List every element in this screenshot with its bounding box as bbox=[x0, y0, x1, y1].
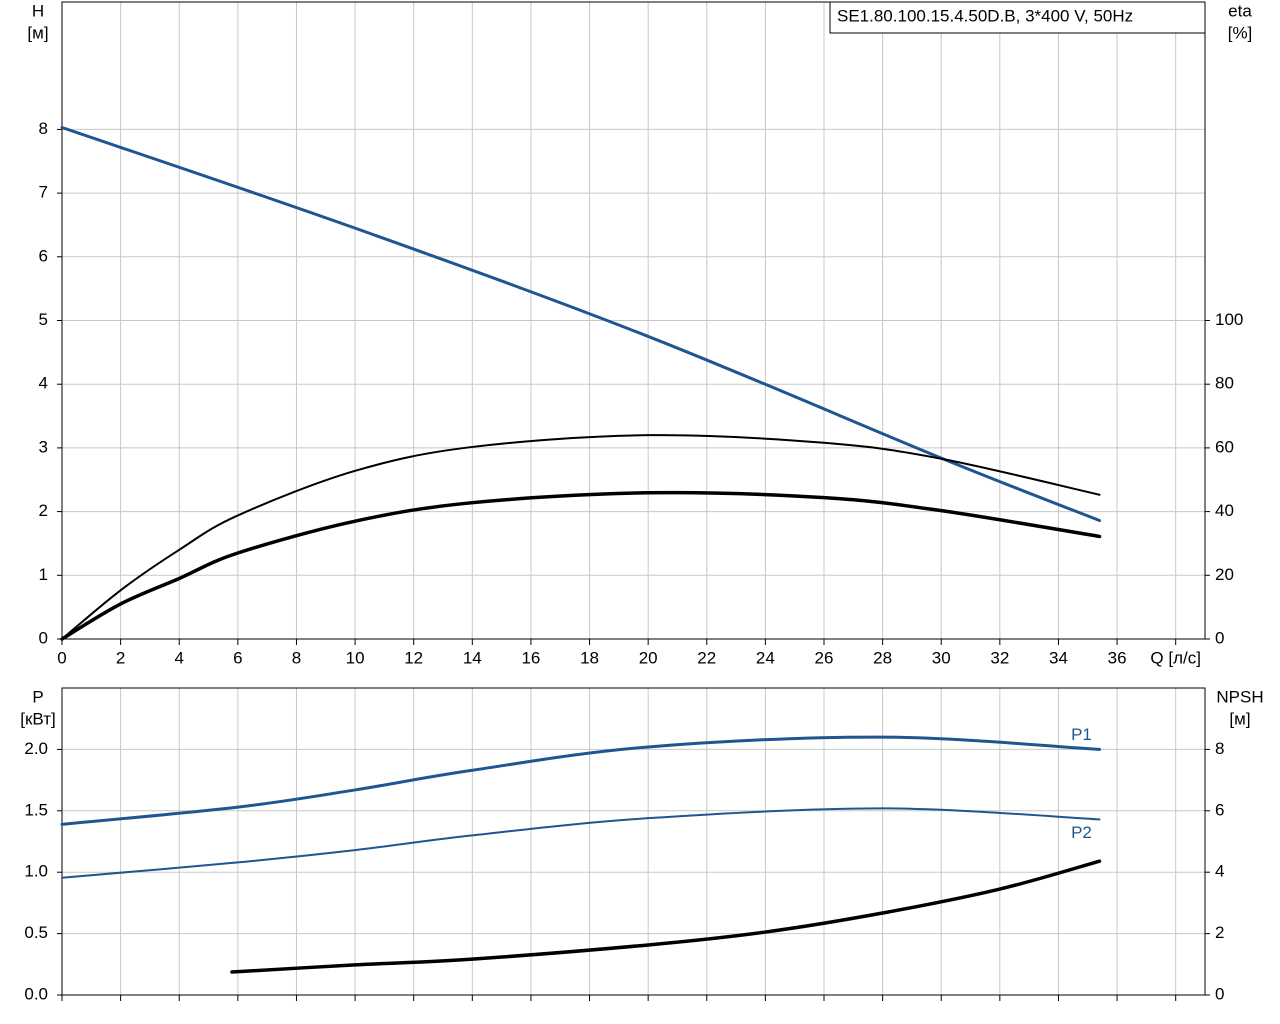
x-tick-label: 26 bbox=[815, 648, 834, 667]
x-tick-label: 18 bbox=[580, 648, 599, 667]
x-tick-label: Q [л/с] bbox=[1150, 648, 1201, 667]
y-tick-label: 1.5 bbox=[24, 800, 48, 819]
x-tick-label: 2 bbox=[116, 648, 125, 667]
curve-label: P2 bbox=[1071, 823, 1092, 842]
curve bbox=[60, 735, 1101, 826]
x-tick-label: 10 bbox=[346, 648, 365, 667]
y2-tick-label: 40 bbox=[1215, 501, 1234, 520]
x-tick-label: 22 bbox=[697, 648, 716, 667]
y2-tick-label: 60 bbox=[1215, 437, 1234, 456]
y-tick-label: 2.0 bbox=[24, 739, 48, 758]
y-axis-label: H bbox=[32, 1, 44, 20]
y-tick-label: 8 bbox=[39, 119, 48, 138]
y2-tick-label: 0 bbox=[1215, 628, 1224, 647]
y-tick-label: 0 bbox=[39, 628, 48, 647]
y2-tick-label: 0 bbox=[1215, 984, 1224, 1003]
chart-title: SE1.80.100.15.4.50D.B, 3*400 V, 50Hz bbox=[837, 6, 1133, 25]
curve-label: P1 bbox=[1071, 725, 1092, 744]
y2-tick-label: 4 bbox=[1215, 862, 1224, 881]
x-tick-label: 14 bbox=[463, 648, 482, 667]
x-tick-label: 36 bbox=[1108, 648, 1127, 667]
y-tick-label: 4 bbox=[39, 374, 48, 393]
x-tick-label: 20 bbox=[639, 648, 658, 667]
y-tick-label: 6 bbox=[39, 246, 48, 265]
curve bbox=[61, 807, 1101, 879]
y2-tick-label: 2 bbox=[1215, 923, 1224, 942]
plot-frame bbox=[61, 1, 1206, 640]
y-axis-label: P bbox=[32, 687, 43, 706]
y2-tick-label: 100 bbox=[1215, 310, 1243, 329]
y2-axis-label: eta bbox=[1228, 1, 1252, 20]
curve bbox=[61, 434, 1101, 640]
y-tick-label: 0.0 bbox=[24, 984, 48, 1003]
y-tick-label: 1.0 bbox=[24, 862, 48, 881]
y2-tick-label: 8 bbox=[1215, 739, 1224, 758]
y2-tick-label: 20 bbox=[1215, 565, 1234, 584]
y-tick-label: 7 bbox=[39, 183, 48, 202]
title-box bbox=[829, 1, 1206, 34]
x-tick-label: 6 bbox=[233, 648, 242, 667]
x-tick-label: 0 bbox=[57, 648, 66, 667]
y2-axis-unit: [%] bbox=[1228, 23, 1253, 42]
x-tick-label: 16 bbox=[521, 648, 540, 667]
y-tick-label: 2 bbox=[39, 501, 48, 520]
curve bbox=[60, 490, 1102, 641]
y2-axis-label: NPSH bbox=[1216, 687, 1263, 706]
y-tick-label: 1 bbox=[39, 565, 48, 584]
y-tick-label: 3 bbox=[39, 437, 48, 456]
curve bbox=[230, 859, 1102, 974]
y-tick-label: 5 bbox=[39, 310, 48, 329]
x-tick-label: 32 bbox=[990, 648, 1009, 667]
x-tick-label: 34 bbox=[1049, 648, 1068, 667]
y2-tick-label: 6 bbox=[1215, 800, 1224, 819]
x-tick-label: 30 bbox=[932, 648, 951, 667]
y2-tick-label: 80 bbox=[1215, 374, 1234, 393]
x-tick-label: 4 bbox=[174, 648, 183, 667]
x-tick-label: 8 bbox=[292, 648, 301, 667]
y-axis-unit: [кВт] bbox=[20, 709, 55, 728]
x-tick-label: 28 bbox=[873, 648, 892, 667]
x-tick-label: 12 bbox=[404, 648, 423, 667]
curve bbox=[60, 125, 1101, 523]
x-tick-label: 24 bbox=[756, 648, 775, 667]
y2-axis-unit: [м] bbox=[1229, 709, 1250, 728]
y-tick-label: 0.5 bbox=[24, 923, 48, 942]
plot-frame bbox=[61, 687, 1206, 996]
y-axis-unit: [м] bbox=[27, 23, 48, 42]
